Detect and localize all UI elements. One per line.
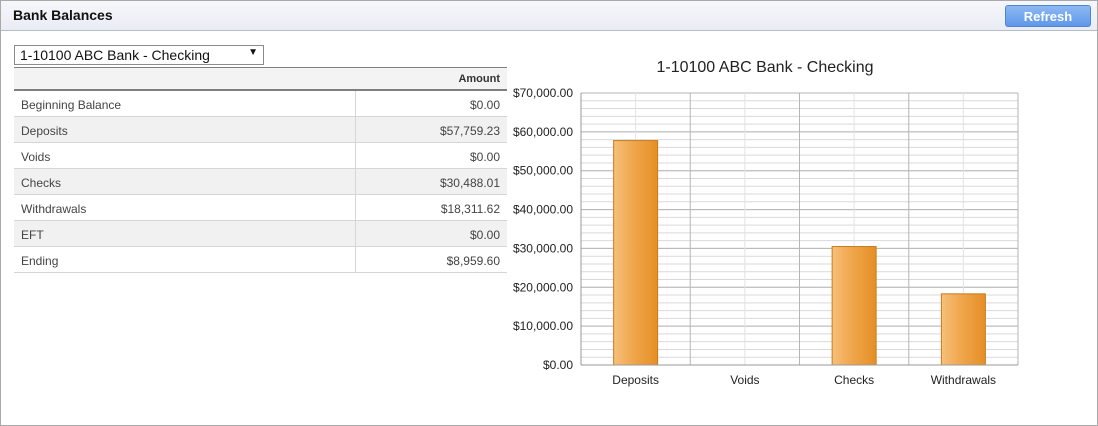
y-tick-label: $30,000.00	[513, 241, 573, 255]
table-row: Voids $0.00	[14, 143, 507, 169]
table-row: Withdrawals $18,311.62	[14, 195, 507, 221]
bar-checks[interactable]	[831, 246, 877, 366]
row-amount: $0.00	[469, 150, 500, 164]
row-label: Ending	[21, 254, 59, 268]
chart-svg: 1-10100 ABC Bank - Checking $0.00 $10,000…	[513, 59, 1019, 387]
row-label: Withdrawals	[21, 202, 87, 216]
x-tick-label: Checks	[834, 373, 874, 387]
row-label: Voids	[21, 150, 51, 164]
y-tick-label: $40,000.00	[513, 203, 573, 217]
row-label: Beginning Balance	[21, 98, 122, 112]
row-amount: $0.00	[469, 228, 500, 242]
chevron-down-icon: ▼	[248, 47, 258, 58]
y-tick-label: $0.00	[543, 358, 573, 372]
row-amount: $57,759.23	[439, 124, 500, 138]
table-header: Amount	[14, 67, 507, 91]
bank-balance-chart: 1-10100 ABC Bank - Checking $0.00 $10,000…	[508, 53, 1028, 393]
bar-deposits[interactable]	[613, 140, 659, 366]
account-select[interactable]: 1-10100 ABC Bank - Checking ▼	[14, 45, 264, 65]
y-tick-label: $10,000.00	[513, 319, 573, 333]
row-amount: $0.00	[469, 98, 500, 112]
table-row: Ending $8,959.60	[14, 247, 507, 273]
y-tick-label: $50,000.00	[513, 164, 573, 178]
amount-column-header: Amount	[458, 73, 500, 85]
refresh-button[interactable]: Refresh	[1005, 5, 1091, 27]
y-tick-label: $20,000.00	[513, 280, 573, 294]
row-label: Checks	[21, 176, 62, 190]
bar-withdrawals[interactable]	[940, 293, 986, 366]
x-tick-label: Withdrawals	[931, 373, 996, 387]
x-tick-label: Voids	[730, 373, 759, 387]
panel-header: Bank Balances Refresh	[1, 1, 1097, 31]
row-label: EFT	[21, 228, 44, 242]
chart-title: 1-10100 ABC Bank - Checking	[656, 59, 873, 76]
row-label: Deposits	[21, 124, 68, 138]
balances-table: Amount Beginning Balance $0.00 Deposits …	[14, 67, 507, 273]
panel-title: Bank Balances	[13, 7, 113, 23]
table-row: EFT $0.00	[14, 221, 507, 247]
account-select-value: 1-10100 ABC Bank - Checking	[20, 47, 210, 63]
table-row: Deposits $57,759.23	[14, 117, 507, 143]
y-tick-label: $60,000.00	[513, 125, 573, 139]
row-amount: $18,311.62	[440, 202, 500, 216]
row-amount: $30,488.01	[439, 176, 500, 190]
table-row: Checks $30,488.01	[14, 169, 507, 195]
row-amount: $8,959.60	[446, 254, 500, 268]
x-tick-label: Deposits	[612, 373, 659, 387]
y-tick-label: $70,000.00	[513, 86, 573, 100]
table-row: Beginning Balance $0.00	[14, 91, 507, 117]
